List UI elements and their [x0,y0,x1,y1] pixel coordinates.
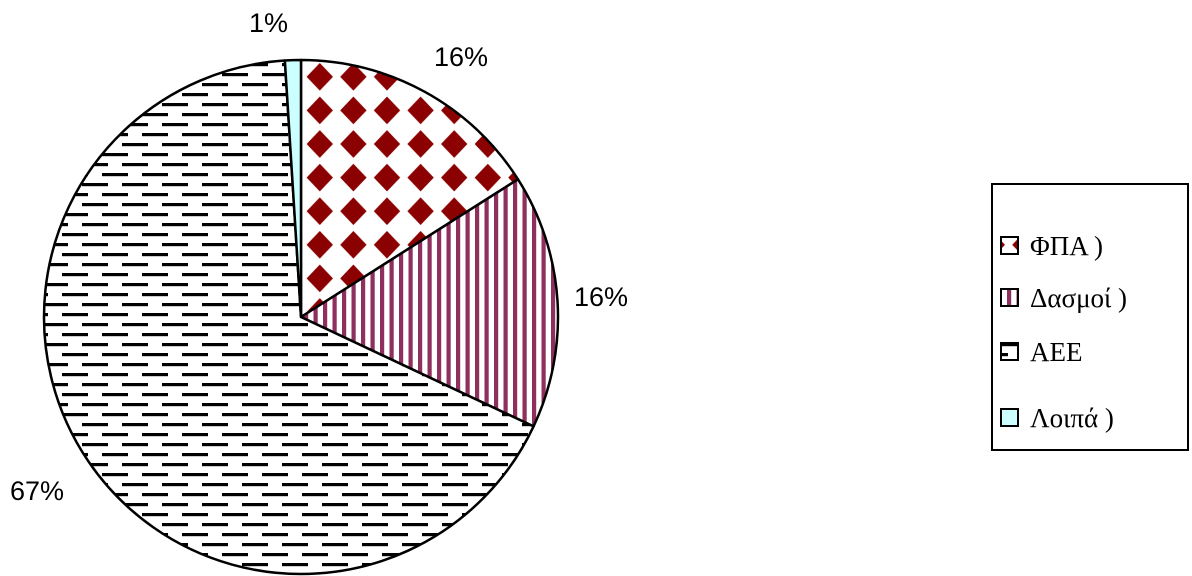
slice-vat [299,58,520,319]
slice-duties [299,178,560,428]
data-label-other: 1% [249,8,288,38]
legend-item-aee: ΑΕΕ [1000,337,1082,367]
data-label-duties: 16% [574,282,628,312]
legend-item-vat: ΦΠΑ ) [1000,231,1103,261]
legend-swatch-vat [1000,236,1019,255]
data-label-aee: 67% [10,476,64,506]
legend-item-duties: Δασμοί ) [1000,283,1127,313]
legend-item-other: Λοιπά ) [1000,403,1114,433]
legend-swatch-duties [1000,288,1019,307]
data-label-vat: 16% [434,42,488,72]
legend-swatch-other [1000,408,1019,427]
legend-label-duties: Δασμοί ) [1030,283,1127,313]
legend-label-vat: ΦΠΑ ) [1030,231,1103,261]
legend-label-other: Λοιπά ) [1030,403,1114,433]
legend: ΦΠΑ ) Δασμοί ) ΑΕΕ Λοιπά ) [991,183,1189,451]
legend-box [991,183,1189,451]
slice-other [283,58,303,319]
legend-label-aee: ΑΕΕ [1030,337,1082,367]
slice-aee [42,59,535,576]
legend-swatch-aee [1000,342,1019,361]
